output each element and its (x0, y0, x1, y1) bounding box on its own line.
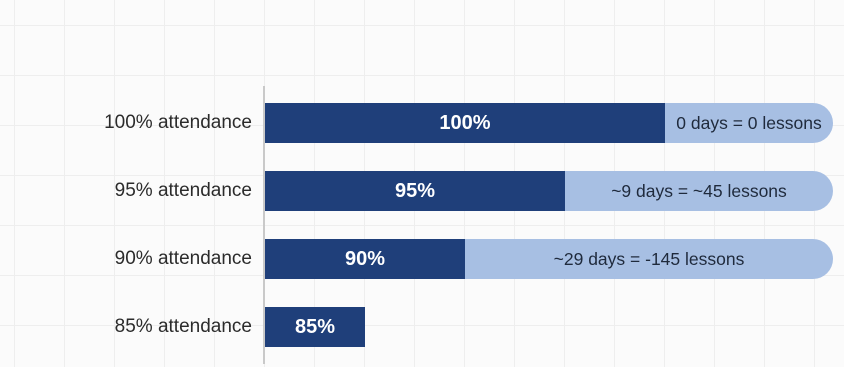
bar-row: ~9 days = ~45 lessons 95% (265, 171, 833, 211)
category-label: 85% attendance (114, 316, 252, 337)
value-label: 90% (344, 247, 386, 270)
category-label: 90% attendance (114, 248, 252, 269)
value-bar: 100% (265, 103, 665, 143)
bar-row: 0 days = 0 lessons 100% (265, 103, 833, 143)
annotation-label: 0 days = 0 lessons (676, 113, 822, 133)
value-label: 85% (294, 315, 336, 338)
category-label: 95% attendance (114, 180, 252, 201)
annotation-label: ~9 days = ~45 lessons (611, 181, 787, 201)
annotation-label: ~29 days = -145 lessons (553, 249, 745, 269)
value-label: 95% (394, 179, 436, 202)
y-axis-line (263, 86, 265, 364)
value-label: 100% (439, 111, 491, 134)
bar-row: ~29 days = -145 lessons 90% (265, 239, 833, 279)
value-bar: 95% (265, 171, 565, 211)
bar-row: 85% (265, 307, 833, 347)
value-bar: 90% (265, 239, 465, 279)
category-label: 100% attendance (104, 112, 252, 133)
value-bar: 85% (265, 307, 365, 347)
